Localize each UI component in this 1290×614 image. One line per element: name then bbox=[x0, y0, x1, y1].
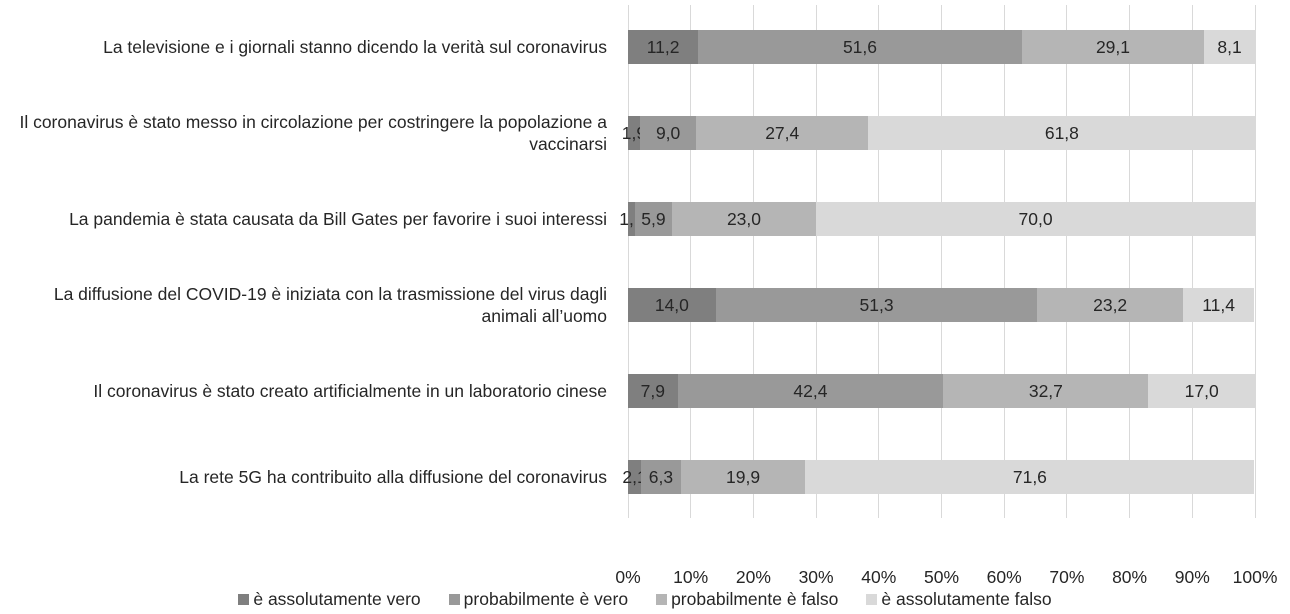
category-label: Il coronavirus è stato creato artificial… bbox=[93, 381, 607, 401]
bar-segment: 27,4 bbox=[696, 116, 869, 150]
value-label: 29,1 bbox=[1095, 36, 1130, 57]
category-label: La rete 5G ha contribuito alla diffusion… bbox=[179, 467, 607, 487]
category-label: La pandemia è stata causata da Bill Gate… bbox=[69, 209, 607, 229]
x-tick-label: 90% bbox=[1174, 567, 1210, 587]
legend-item: è assolutamente falso bbox=[866, 589, 1052, 610]
legend-label: è assolutamente vero bbox=[253, 589, 421, 609]
bar-segment: 42,4 bbox=[677, 374, 944, 408]
category-label: La televisione e i giornali stanno dicen… bbox=[103, 37, 607, 57]
value-label: 11,2 bbox=[646, 36, 680, 57]
legend-swatch bbox=[656, 594, 668, 605]
grid-line bbox=[1066, 5, 1068, 518]
bar-segment: 23,2 bbox=[1037, 288, 1183, 322]
value-label: 6,3 bbox=[648, 466, 674, 487]
bar-segment: 29,1 bbox=[1021, 30, 1205, 64]
bar-segment: 11,2 bbox=[628, 30, 699, 64]
grid-line bbox=[752, 5, 754, 518]
bar-segment: 1,9 bbox=[622, 116, 646, 150]
bar-segment: 9,0 bbox=[639, 116, 697, 150]
x-tick-label: 0% bbox=[615, 567, 641, 587]
bar-segment: 19,9 bbox=[680, 460, 806, 494]
value-label: 51,3 bbox=[859, 294, 894, 315]
value-label: 70,0 bbox=[1018, 208, 1053, 229]
category-label: Il coronavirus è stato messo in circolaz… bbox=[19, 112, 607, 154]
grid-line bbox=[1129, 5, 1131, 518]
legend-swatch bbox=[866, 594, 878, 605]
bar-segment: 11,4 bbox=[1182, 288, 1255, 322]
value-label: 71,6 bbox=[1012, 466, 1047, 487]
value-label: 61,8 bbox=[1044, 122, 1079, 143]
bar-segment: 6,3 bbox=[641, 460, 681, 494]
grid-line bbox=[690, 5, 692, 518]
grid-line bbox=[1254, 5, 1256, 518]
x-tick-label: 100% bbox=[1232, 567, 1278, 587]
legend-swatch bbox=[448, 594, 460, 605]
grid-line bbox=[1191, 5, 1193, 518]
value-label: 8,1 bbox=[1217, 36, 1242, 57]
value-label: 42,4 bbox=[793, 380, 828, 401]
x-tick-label: 30% bbox=[798, 567, 834, 587]
value-label: 11,4 bbox=[1202, 294, 1235, 315]
x-tick-label: 20% bbox=[735, 567, 771, 587]
bar-segment: 5,9 bbox=[634, 202, 672, 236]
x-tick-label: 50% bbox=[923, 567, 960, 587]
legend-label: è assolutamente falso bbox=[881, 589, 1052, 609]
grid-line bbox=[815, 5, 817, 518]
legend-item: probabilmente è vero bbox=[448, 589, 629, 610]
legend-item: è assolutamente vero bbox=[238, 589, 421, 610]
x-tick-label: 10% bbox=[673, 567, 709, 587]
value-label: 5,9 bbox=[641, 208, 666, 229]
x-tick-label: 40% bbox=[861, 567, 897, 587]
bar-segment: 71,6 bbox=[805, 460, 1255, 494]
grid-line bbox=[627, 5, 629, 518]
bar-segment: 7,9 bbox=[628, 374, 678, 408]
value-label: 7,9 bbox=[640, 380, 665, 401]
x-tick-label: 70% bbox=[1049, 567, 1085, 587]
value-label: 14,0 bbox=[654, 294, 689, 315]
value-label: 23,2 bbox=[1093, 294, 1128, 315]
value-label: 2,1 bbox=[622, 466, 647, 487]
bar-segment: 2,1 bbox=[622, 460, 647, 494]
bar-segment: 70,0 bbox=[816, 202, 1255, 236]
bar-segment: 32,7 bbox=[943, 374, 1149, 408]
value-label: 27,4 bbox=[765, 122, 800, 143]
bar-segment: 51,6 bbox=[698, 30, 1022, 64]
category-label: La diffusione del COVID-19 è iniziata co… bbox=[53, 284, 607, 326]
x-tick-label: 60% bbox=[986, 567, 1022, 587]
bar-segment: 17,0 bbox=[1148, 374, 1255, 408]
x-tick-label: 80% bbox=[1112, 567, 1148, 587]
value-label: 17,0 bbox=[1184, 380, 1219, 401]
legend-item: probabilmente è falso bbox=[656, 589, 838, 610]
grid-line bbox=[878, 5, 880, 518]
legend-swatch bbox=[238, 594, 250, 605]
legend-label: probabilmente è vero bbox=[463, 589, 629, 609]
bar-segment: 8,1 bbox=[1204, 30, 1255, 64]
value-label: 9,0 bbox=[655, 122, 681, 143]
value-label: 19,9 bbox=[726, 466, 761, 487]
legend: è assolutamente vero probabilmente è vero… bbox=[0, 589, 1290, 610]
grid-line bbox=[941, 5, 942, 518]
bar-segment: 14,0 bbox=[628, 288, 716, 322]
legend-label: probabilmente è falso bbox=[671, 589, 839, 609]
grid-line bbox=[1003, 5, 1005, 518]
bar-segment: 23,0 bbox=[671, 202, 817, 236]
value-label: 32,7 bbox=[1028, 380, 1063, 401]
bar-segment: 61,8 bbox=[868, 116, 1256, 150]
bar-segment: 1,1 bbox=[619, 202, 644, 236]
value-label: 51,6 bbox=[842, 36, 878, 57]
bar-segment: 51,3 bbox=[715, 288, 1038, 322]
value-label: 23,0 bbox=[726, 208, 761, 229]
